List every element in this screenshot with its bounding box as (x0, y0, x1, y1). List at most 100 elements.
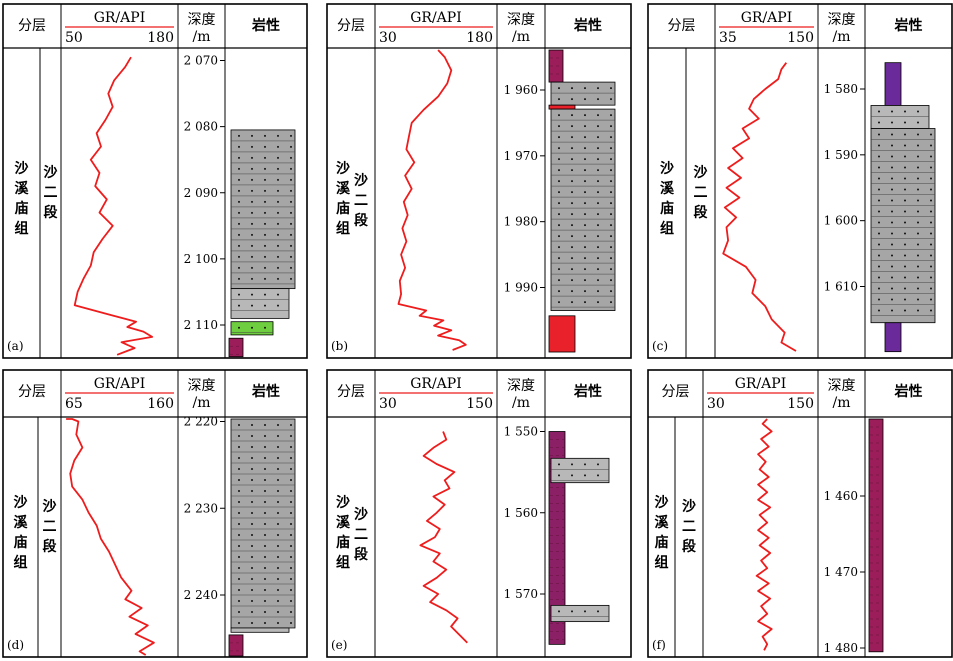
header-depth-unit: /m (512, 29, 530, 45)
grain-dot (597, 158, 599, 161)
grain-dot (290, 556, 292, 558)
grain-dot (264, 567, 266, 569)
gr-max-label: 150 (787, 30, 814, 46)
grain-dot (238, 304, 240, 307)
grain-dot (251, 222, 253, 225)
grain-dot (277, 211, 279, 214)
grain-dot (904, 188, 906, 191)
grain-dot (917, 254, 919, 257)
grain-dot (917, 243, 919, 246)
grain-dot (597, 290, 599, 293)
grain-dot (610, 180, 612, 183)
unit-group-char: 沙 (336, 161, 350, 177)
unit-member-char: 段 (694, 204, 708, 221)
grain-dot (290, 490, 292, 492)
grain-dot (891, 276, 893, 279)
grain-dot (277, 545, 279, 547)
grain-dot (597, 246, 599, 249)
grain-dot (264, 244, 266, 247)
grain-dot (238, 567, 240, 569)
grain-dot (264, 578, 266, 580)
grain-dot (558, 290, 560, 293)
unit-group-char: 组 (336, 554, 350, 571)
grain-dot (238, 556, 240, 558)
grain-dot (264, 233, 266, 236)
grain-dot (571, 224, 573, 227)
grain-dot (251, 435, 253, 437)
grain-dot (251, 512, 253, 514)
grain-dot (917, 166, 919, 169)
grain-dot (891, 287, 893, 290)
grain-dot (264, 145, 266, 148)
panel-label: (d) (7, 638, 24, 652)
grain-dot (251, 600, 253, 602)
header-depth-unit: /m (512, 395, 530, 411)
grain-dot (917, 309, 919, 312)
grain-dot (584, 463, 586, 466)
gr-max-label: 180 (147, 30, 174, 46)
header-gr: GR/API (410, 376, 462, 392)
grain-dot (571, 158, 573, 161)
grain-dot (238, 134, 240, 137)
grain-dot (238, 512, 240, 514)
grain-dot (904, 121, 906, 124)
grain-dot (571, 136, 573, 139)
lithology-block-mud (868, 418, 884, 653)
grain-dot (597, 301, 599, 304)
depth-tick-label: 1 600 (824, 214, 858, 228)
grain-dot (584, 246, 586, 249)
grain-dot (610, 279, 612, 282)
grain-dot (597, 279, 599, 282)
grain-dot (917, 210, 919, 213)
grain-dot (878, 265, 880, 268)
grain-dot (277, 167, 279, 170)
grain-dot (238, 457, 240, 459)
grain-dot (610, 224, 612, 227)
grain-dot (251, 304, 253, 307)
header-depth: 深度 (828, 378, 856, 394)
grain-dot (904, 177, 906, 180)
header-gr: GR/API (94, 376, 146, 392)
lithology-block-sand (870, 128, 936, 324)
grain-dot (277, 446, 279, 448)
grain-dot (584, 180, 586, 183)
grain-dot (584, 202, 586, 205)
grain-dot (251, 424, 253, 426)
lithology-block-purple (884, 322, 902, 353)
grain-dot (930, 199, 932, 202)
grain-dot (251, 457, 253, 459)
unit-group-char: 溪 (655, 514, 670, 531)
grain-dot (290, 233, 292, 236)
header-lithology: 岩性 (573, 383, 602, 400)
grain-dot (558, 279, 560, 282)
grain-dot (277, 189, 279, 192)
grain-dot (891, 199, 893, 202)
gr-max-label: 180 (466, 30, 493, 46)
grain-dot (238, 479, 240, 481)
header-layer: 分层 (18, 18, 46, 34)
depth-tick-label: 2 110 (184, 318, 218, 332)
grain-dot (251, 293, 253, 296)
gr-min-label: 30 (707, 396, 725, 412)
grain-dot (891, 144, 893, 147)
grain-dot (571, 610, 573, 613)
grain-dot (277, 244, 279, 247)
grain-dot (610, 268, 612, 271)
unit-group-char: 溪 (336, 180, 351, 197)
grain-dot (930, 309, 932, 312)
unit-member-char: 沙 (43, 499, 57, 515)
gr-min-label: 35 (719, 30, 737, 46)
grain-dot (277, 589, 279, 591)
grain-dot (251, 479, 253, 481)
grain-dot (610, 114, 612, 117)
grain-dot (251, 189, 253, 192)
grain-dot (597, 257, 599, 260)
grain-dot (251, 167, 253, 170)
gr-min-label: 50 (65, 30, 83, 46)
depth-tick-label: 1 560 (504, 506, 538, 520)
grain-dot (251, 233, 253, 236)
grain-dot (930, 221, 932, 224)
grain-dot (264, 523, 266, 525)
